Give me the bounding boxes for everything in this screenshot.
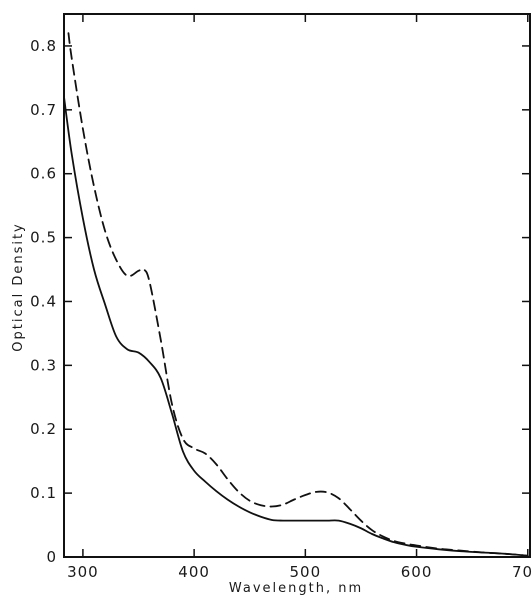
x-axis-title: Wavelength, nm [229,581,363,596]
y-axis: 0 0.1 0.2 0.3 0.4 0.5 0.6 0.7 0.8 [30,37,530,566]
x-tick-label: 300 [67,563,99,581]
y-tick-label: 0.8 [30,37,57,55]
y-tick-label: 0.1 [30,484,57,502]
series-line-solid [63,96,529,557]
y-tick-label: 0.7 [30,101,57,119]
y-tick-label: 0.6 [30,165,57,183]
plot-frame [63,13,531,558]
series-line-dashed [67,32,529,557]
x-tick-label: 600 [401,563,433,581]
x-axis: 300 400 500 600 700 [67,14,532,581]
series-layer [63,32,529,557]
y-axis-title: Optical Density [11,222,26,351]
y-tick-label: 0.4 [30,292,57,310]
y-tick-label: 0.3 [30,356,57,374]
x-tick-label: 400 [178,563,210,581]
y-tick-label: 0.2 [30,420,57,438]
y-tick-label: 0 [46,548,57,566]
x-tick-label: 500 [290,563,322,581]
x-tick-label: 700 [512,563,532,581]
y-tick-label: 0.5 [30,229,57,247]
